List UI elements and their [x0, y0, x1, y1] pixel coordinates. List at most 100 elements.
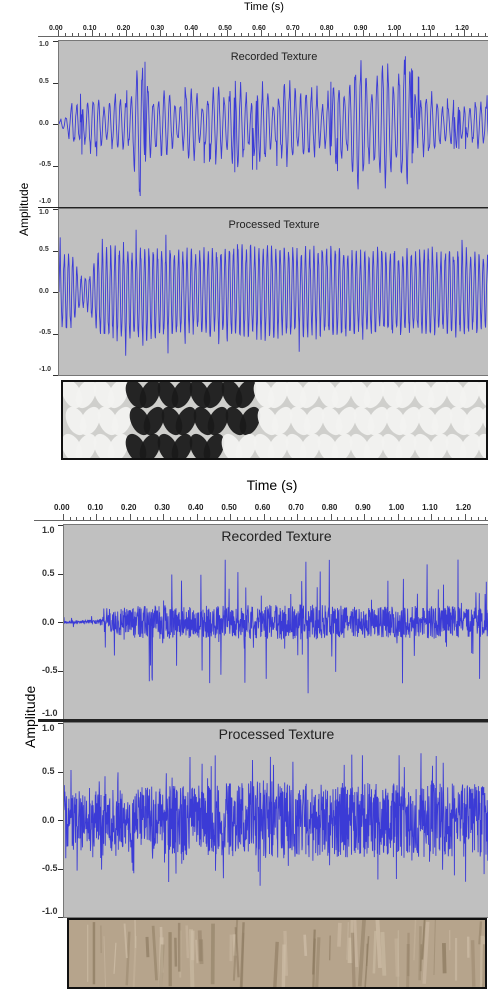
knit-stitch — [303, 406, 325, 436]
y-tick-label: 1.0 — [42, 525, 55, 535]
x-major-tick — [263, 514, 265, 520]
wood-grain-streak — [195, 939, 199, 964]
x-minor-tick — [240, 33, 242, 36]
knit-stitch — [363, 433, 385, 458]
waveform-svg — [59, 229, 488, 356]
x-minor-tick — [369, 33, 371, 36]
knit-stitch — [75, 382, 97, 409]
x-minor-tick — [257, 517, 259, 520]
x-minor-tick — [403, 33, 405, 36]
x-minor-tick — [443, 33, 445, 36]
wood-grain-streak — [449, 930, 451, 951]
wood-grain-streak — [481, 944, 485, 987]
x-minor-tick — [247, 33, 249, 36]
x-minor-tick — [250, 517, 252, 520]
x-major-tick — [297, 514, 299, 520]
x-major-tick — [464, 30, 466, 36]
x-minor-tick — [78, 33, 80, 36]
y-tick-label: -0.5 — [42, 665, 58, 675]
x-minor-tick — [203, 517, 205, 520]
knit-fabric-photo — [61, 380, 488, 460]
x-minor-tick — [270, 517, 272, 520]
amplitude-label: Amplitude — [17, 182, 31, 236]
x-minor-tick — [335, 33, 337, 36]
panel-title: Recorded Texture — [221, 528, 332, 544]
x-major-tick — [63, 514, 64, 520]
wood-grain-streak — [419, 944, 423, 972]
wood-grain-streak — [467, 936, 470, 958]
x-minor-tick — [105, 33, 107, 36]
x-minor-tick — [213, 33, 215, 36]
x-major-tick — [129, 514, 131, 520]
x-major-tick — [230, 514, 232, 520]
y-tick-mark — [58, 723, 63, 724]
x-tick-label: 0.10 — [82, 25, 97, 32]
waveform-line — [59, 56, 488, 197]
x-minor-tick — [315, 33, 317, 36]
wood-grain-streak — [421, 920, 426, 960]
x-minor-tick — [98, 33, 100, 36]
wood-grain-streak — [312, 938, 316, 987]
x-minor-tick — [281, 33, 283, 36]
knit-stitch — [363, 382, 385, 409]
x-minor-tick — [83, 517, 85, 520]
wood-grain-streak — [406, 944, 410, 987]
y-tick-mark — [58, 917, 63, 918]
knit-stitch — [271, 406, 293, 436]
x-minor-tick — [308, 33, 310, 36]
knit-stitch — [477, 433, 486, 458]
x-minor-tick — [220, 33, 222, 36]
x-major-tick — [261, 30, 263, 36]
x-minor-tick — [424, 517, 426, 520]
y-tick-mark — [58, 820, 63, 821]
y-tick-label: 0.5 — [39, 78, 49, 85]
x-tick-label: 1.10 — [421, 25, 436, 32]
x-major-tick — [125, 30, 127, 36]
x-tick-label: 0.10 — [87, 503, 104, 512]
knit-stitch — [477, 382, 486, 409]
x-minor-tick — [324, 517, 326, 520]
wood-grain-streak — [100, 925, 102, 953]
knit-stitch — [239, 406, 261, 436]
knit-stitch — [203, 433, 225, 458]
wood-grain-streak — [151, 925, 158, 981]
x-major-tick — [159, 30, 161, 36]
y-tick-mark — [58, 670, 63, 672]
wood-grain-streak — [87, 924, 89, 982]
x-minor-tick — [143, 517, 145, 520]
knit-stitch — [399, 406, 421, 436]
x-minor-tick — [301, 33, 303, 36]
x-minor-tick — [136, 517, 138, 520]
wood-grain-streak — [190, 930, 195, 961]
wood-grain-streak — [479, 935, 485, 987]
wood-grain-streak — [199, 939, 204, 965]
wood-grain-streak — [303, 934, 308, 956]
x-minor-tick — [290, 517, 292, 520]
y-tick-mark — [53, 209, 58, 210]
y-tick-label: 0.5 — [42, 568, 55, 578]
y-tick-mark — [53, 375, 58, 376]
wood-grain-streak — [132, 936, 137, 987]
x-minor-tick — [76, 517, 78, 520]
x-minor-tick — [322, 33, 324, 36]
x-minor-tick — [179, 33, 181, 36]
knit-stitch — [267, 382, 289, 409]
knit-stitch — [139, 433, 161, 458]
wood-grain-streak — [232, 920, 239, 981]
figure-bottom: Time (s) 0.00 0.10 0.20 0.30 0.40 0.50 0.60 0.7… — [0, 476, 488, 989]
x-tick-label: 0.40 — [184, 25, 199, 32]
y-tick-mark — [53, 292, 58, 293]
x-minor-tick — [89, 517, 91, 520]
knit-fabric-image — [63, 382, 486, 458]
panel-title: Processed Texture — [218, 726, 335, 742]
x-minor-tick — [484, 517, 486, 520]
wood-grain-streak — [168, 932, 172, 987]
x-tick-label: 0.70 — [286, 25, 300, 32]
x-minor-tick — [243, 517, 245, 520]
x-major-tick — [58, 30, 59, 36]
wood-grain-streak — [273, 941, 279, 987]
x-major-tick — [96, 514, 98, 520]
y-tick-mark — [58, 771, 63, 773]
x-minor-tick — [390, 517, 392, 520]
wood-grain-streak — [229, 934, 233, 962]
